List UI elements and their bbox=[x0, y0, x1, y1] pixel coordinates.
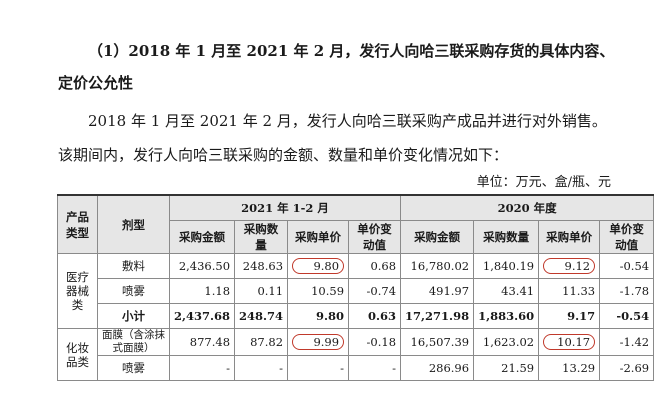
dosage-cell: 面膜（含涂抹式面膜） bbox=[97, 328, 170, 356]
value-cell: 2,437.68 bbox=[168, 303, 236, 329]
value-cell: 11.33 bbox=[538, 278, 601, 304]
subtotal-row: 小计 2,437.68 248.74 9.80 0.63 17,271.98 1… bbox=[58, 303, 655, 329]
purchase-table: 产品类型 剂型 2021 年 1-2 月 2020 年度 采购金额 采购数量 采… bbox=[57, 194, 655, 381]
value-cell: 17,271.98 bbox=[400, 303, 475, 329]
value-cell: 877.48 bbox=[168, 328, 236, 356]
table-row: 喷雾 - - - - 286.96 21.59 13.29 -2.69 bbox=[58, 355, 655, 381]
highlight-circle: 9.80 bbox=[292, 258, 345, 274]
value-cell: 491.97 bbox=[400, 278, 475, 304]
table-row: 医疗器械类 敷料 2,436.50 248.63 9.80 0.68 16,78… bbox=[57, 253, 655, 329]
section-heading-line2: 定价公允性 bbox=[58, 74, 134, 92]
value-cell: 9.80 bbox=[287, 303, 350, 329]
unit-note: 单位：万元、盒/瓶、元 bbox=[476, 175, 611, 190]
header-col: 单价变动值 bbox=[599, 220, 655, 254]
value-cell: 1.18 bbox=[168, 278, 236, 304]
value-cell: 1,623.02 bbox=[473, 328, 540, 356]
value-cell: 87.82 bbox=[234, 328, 289, 356]
value-cell: 248.74 bbox=[234, 303, 289, 329]
value-cell: 16,507.39 bbox=[400, 328, 475, 356]
value-cell: 10.59 bbox=[287, 278, 350, 304]
header-col: 采购数量 bbox=[234, 220, 289, 254]
header-col: 采购单价 bbox=[287, 220, 350, 254]
value-cell-highlighted: 9.99 bbox=[287, 328, 350, 356]
value-cell: -0.54 bbox=[599, 253, 655, 279]
header-col: 采购金额 bbox=[168, 220, 236, 254]
value-cell: 43.41 bbox=[473, 278, 540, 304]
header-col: 采购金额 bbox=[400, 220, 475, 254]
value-cell: 248.63 bbox=[234, 253, 289, 279]
header-col: 采购数量 bbox=[473, 220, 540, 254]
value-cell: -2.69 bbox=[599, 355, 655, 381]
value-cell: -1.78 bbox=[599, 278, 655, 304]
value-cell: 1,883.60 bbox=[473, 303, 540, 329]
value-cell: -0.74 bbox=[348, 278, 402, 304]
paragraph-line1: 2018 年 1 月至 2021 年 2 月，发行人向哈三联采购产成品并进行对外… bbox=[88, 112, 607, 130]
header-col: 单价变动值 bbox=[348, 220, 402, 254]
subtotal-label: 小计 bbox=[97, 303, 170, 329]
value-cell: 0.68 bbox=[348, 253, 402, 279]
value-cell: 0.63 bbox=[348, 303, 402, 329]
value-cell: - bbox=[234, 355, 289, 381]
value-cell-highlighted: 10.17 bbox=[538, 328, 601, 356]
value-cell: 9.17 bbox=[538, 303, 601, 329]
value-cell: -0.18 bbox=[348, 328, 402, 356]
section-heading-line1: （1）2018 年 1 月至 2021 年 2 月，发行人向哈三联采购存货的具体… bbox=[88, 42, 615, 60]
highlight-circle: 9.99 bbox=[292, 334, 345, 350]
paragraph-line2: 该期间内，发行人向哈三联采购的金额、数量和单价变化情况如下： bbox=[58, 146, 509, 164]
header-dosage: 剂型 bbox=[97, 194, 170, 254]
header-product-type: 产品类型 bbox=[57, 194, 98, 254]
dosage-cell: 喷雾 bbox=[97, 278, 170, 304]
value-cell: -0.54 bbox=[599, 303, 655, 329]
value-cell: -1.42 bbox=[599, 328, 655, 356]
value-cell: 21.59 bbox=[473, 355, 540, 381]
header-row-2: 采购金额 采购数量 采购单价 单价变动值 采购金额 采购数量 采购单价 单价变动… bbox=[58, 220, 655, 254]
category-cell: 化妆品类 bbox=[57, 328, 98, 381]
dosage-cell: 敷料 bbox=[97, 253, 170, 279]
header-col: 采购单价 bbox=[538, 220, 601, 254]
value-cell: - bbox=[287, 355, 350, 381]
highlight-circle: 9.12 bbox=[543, 258, 596, 274]
header-period-2020: 2020 年度 bbox=[400, 194, 655, 221]
category-cell: 医疗器械类 bbox=[57, 253, 98, 329]
header-row-1: 产品类型 剂型 2021 年 1-2 月 2020 年度 bbox=[57, 194, 655, 254]
value-cell: 16,780.02 bbox=[400, 253, 475, 279]
table-row: 喷雾 1.18 0.11 10.59 -0.74 491.97 43.41 11… bbox=[58, 278, 655, 304]
value-cell: 0.11 bbox=[234, 278, 289, 304]
value-cell: - bbox=[168, 355, 236, 381]
value-cell: 286.96 bbox=[400, 355, 475, 381]
value-cell: - bbox=[348, 355, 402, 381]
dosage-cell: 喷雾 bbox=[97, 355, 170, 381]
value-cell: 13.29 bbox=[538, 355, 601, 381]
value-cell: 2,436.50 bbox=[168, 253, 236, 279]
value-cell-highlighted: 9.80 bbox=[287, 253, 350, 279]
table-row: 化妆品类 面膜（含涂抹式面膜） 877.48 87.82 9.99 -0.18 … bbox=[57, 328, 655, 381]
value-cell-highlighted: 9.12 bbox=[538, 253, 601, 279]
value-cell: 1,840.19 bbox=[473, 253, 540, 279]
header-period-2021: 2021 年 1-2 月 bbox=[168, 194, 402, 221]
highlight-circle: 10.17 bbox=[543, 334, 596, 350]
